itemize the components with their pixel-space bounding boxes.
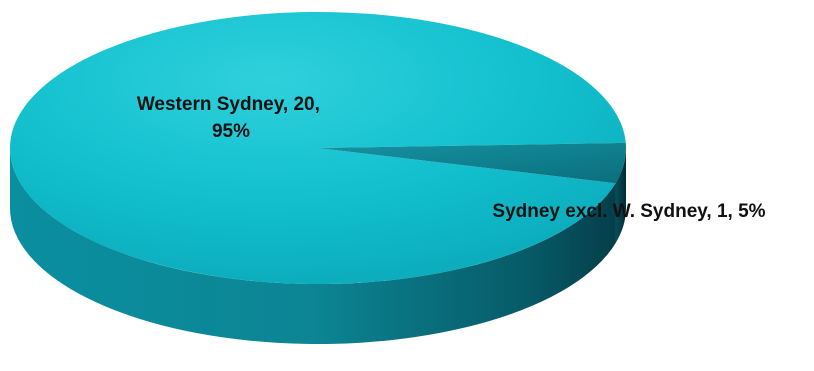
data-label-western-sydney-line1: Western Sydney, 20, [137,94,320,115]
pie-slice-sydney-excl [318,142,626,184]
pie-top [9,12,626,285]
data-labels: Western Sydney, 20, 95% Sydney excl. W. … [137,94,766,222]
data-label-western-sydney: Western Sydney, 20, 95% [137,94,325,142]
data-label-sydney-excl-line1: Sydney excl. W. Sydney, 1, 5% [492,201,765,222]
pie-sides [9,148,627,345]
pie-side-sydney-excl [615,148,627,244]
pie-slice-western-sydney [9,12,626,285]
pie-side-western-sydney [9,148,616,345]
data-label-sydney-excl: Sydney excl. W. Sydney, 1, 5% [492,201,765,222]
data-label-western-sydney-line2: 95% [212,121,250,142]
